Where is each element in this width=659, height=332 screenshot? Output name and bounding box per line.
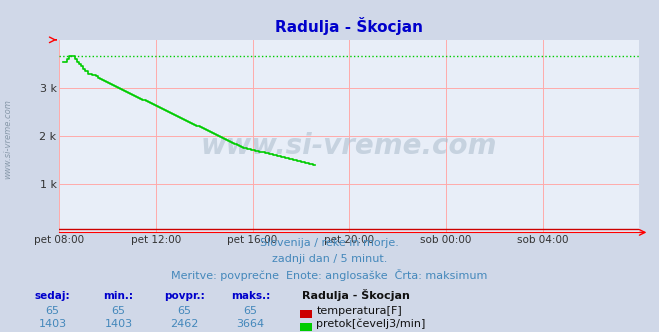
Title: Radulja - Škocjan: Radulja - Škocjan bbox=[275, 17, 423, 35]
Text: temperatura[F]: temperatura[F] bbox=[316, 306, 402, 316]
Text: 1403: 1403 bbox=[39, 319, 67, 329]
Text: Meritve: povprečne  Enote: anglosaške  Črta: maksimum: Meritve: povprečne Enote: anglosaške Črt… bbox=[171, 269, 488, 281]
Text: 65: 65 bbox=[45, 306, 60, 316]
Text: zadnji dan / 5 minut.: zadnji dan / 5 minut. bbox=[272, 254, 387, 264]
Text: Slovenija / reke in morje.: Slovenija / reke in morje. bbox=[260, 238, 399, 248]
Text: maks.:: maks.: bbox=[231, 291, 270, 301]
Text: 65: 65 bbox=[177, 306, 192, 316]
Text: 3664: 3664 bbox=[237, 319, 264, 329]
Text: 65: 65 bbox=[243, 306, 258, 316]
Text: sedaj:: sedaj: bbox=[35, 291, 71, 301]
Text: 1403: 1403 bbox=[105, 319, 132, 329]
Text: www.si-vreme.com: www.si-vreme.com bbox=[3, 100, 13, 179]
Text: Radulja - Škocjan: Radulja - Škocjan bbox=[302, 289, 410, 301]
Text: 2462: 2462 bbox=[170, 319, 199, 329]
Text: min.:: min.: bbox=[103, 291, 134, 301]
Text: www.si-vreme.com: www.si-vreme.com bbox=[201, 132, 498, 160]
Text: povpr.:: povpr.: bbox=[164, 291, 205, 301]
Text: 65: 65 bbox=[111, 306, 126, 316]
Text: pretok[čevelj3/min]: pretok[čevelj3/min] bbox=[316, 318, 426, 329]
